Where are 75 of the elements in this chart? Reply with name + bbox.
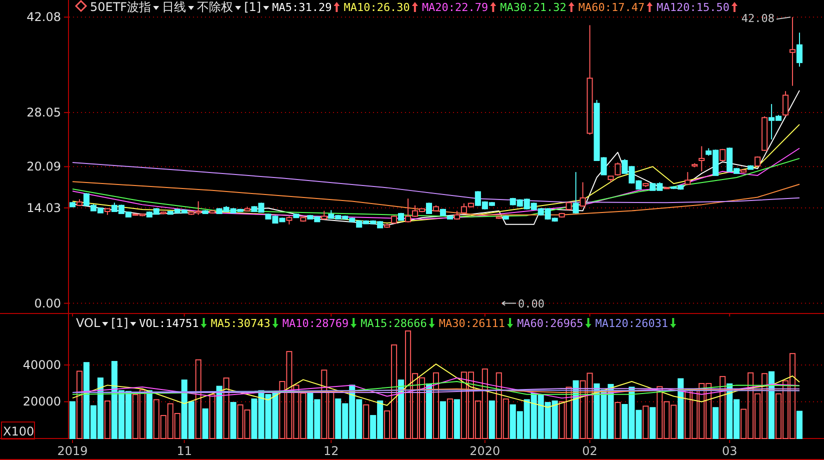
x-tick-label: 12 — [324, 444, 339, 458]
bar — [432, 372, 440, 439]
text: MA120:15.50 — [656, 1, 730, 14]
x-tick-label: 02 — [582, 444, 598, 458]
text: VOL:14751 — [139, 317, 199, 330]
text: MA120:26031 — [595, 317, 668, 330]
bar — [488, 400, 495, 439]
bar — [398, 380, 404, 439]
y-tick-label: 20.09 — [26, 160, 61, 174]
x-tick-label: 11 — [176, 444, 192, 458]
annotation: 不除权 — [197, 0, 234, 14]
annotation: [1] — [111, 316, 128, 330]
bar — [230, 402, 236, 439]
bar — [76, 370, 82, 439]
candlestick — [684, 172, 691, 186]
text: MA60:17.47 — [578, 1, 645, 14]
y-tick-label: 14.03 — [26, 200, 61, 215]
line-series — [72, 162, 800, 204]
text: MA5:31.29 — [272, 1, 332, 14]
text: MA5:30743 — [210, 317, 270, 330]
candlestick — [614, 162, 621, 176]
annotation: [1] — [244, 0, 262, 14]
y-tick-label: 20000 — [22, 394, 61, 409]
annotation: 日线 — [162, 0, 186, 14]
text: MA60:26965 — [517, 317, 584, 330]
y-tick-label: 0.00 — [34, 296, 61, 310]
bar — [209, 394, 216, 439]
bar — [614, 402, 621, 439]
line-series — [72, 124, 800, 224]
bar — [712, 407, 719, 439]
bar — [796, 410, 803, 439]
line-series — [72, 158, 800, 218]
x-tick-label: 2019 — [57, 444, 88, 458]
line-series — [72, 148, 800, 220]
bar — [69, 401, 76, 439]
annotation: 42.08 — [741, 12, 775, 26]
y-tick-label: 42.08 — [26, 10, 61, 24]
bar — [195, 359, 202, 439]
candlestick — [572, 172, 579, 214]
bar — [454, 399, 460, 439]
bar — [363, 404, 370, 439]
annotation: VOL — [76, 316, 100, 330]
candlestick — [782, 90, 789, 117]
bar — [440, 401, 446, 439]
bar — [223, 378, 230, 439]
text: MA20:22.79 — [422, 1, 488, 14]
bar — [104, 400, 110, 439]
text: MA10:28769 — [282, 317, 349, 330]
bar — [146, 390, 152, 439]
text: MA15:28666 — [360, 317, 427, 330]
candlestick — [698, 146, 705, 172]
bar — [720, 376, 726, 439]
bar — [650, 407, 656, 439]
text: MA10:26.30 — [344, 1, 410, 14]
bar — [642, 406, 649, 439]
bar — [216, 386, 222, 439]
line-series — [72, 364, 800, 408]
x-tick-label: 03 — [722, 444, 738, 458]
candlestick — [790, 16, 796, 86]
bar — [202, 408, 208, 439]
y-axis-title: X100 — [3, 424, 34, 438]
annotation: 0.00 — [518, 297, 545, 310]
text: MA30:21.32 — [500, 1, 566, 14]
bar — [678, 378, 684, 439]
bar — [446, 398, 453, 439]
y-tick-label: 28.05 — [26, 106, 61, 120]
candlestick — [580, 182, 586, 208]
chart-title: 50ETF波指 — [90, 0, 152, 14]
candlestick — [426, 202, 432, 214]
line-series — [72, 181, 800, 216]
y-tick-label: 40000 — [22, 358, 61, 372]
bar — [426, 383, 432, 439]
x-tick-label: 2020 — [470, 444, 500, 458]
candlestick — [796, 32, 803, 68]
text: MA30:26111 — [438, 317, 506, 330]
